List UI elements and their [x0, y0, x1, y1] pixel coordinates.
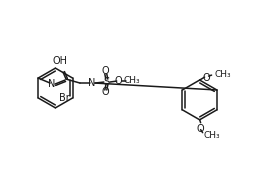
Text: Br: Br: [59, 93, 70, 103]
Text: CH₃: CH₃: [123, 76, 140, 85]
Text: O: O: [197, 124, 204, 134]
Text: N: N: [48, 79, 56, 89]
Text: O: O: [115, 76, 123, 86]
Text: O: O: [203, 73, 210, 83]
Text: N: N: [88, 78, 96, 88]
Text: O: O: [101, 87, 109, 97]
Text: O: O: [101, 66, 109, 76]
Text: CH₃: CH₃: [215, 70, 231, 79]
Text: CH₃: CH₃: [204, 131, 220, 140]
Text: S: S: [104, 77, 110, 87]
Text: OH: OH: [53, 56, 68, 66]
